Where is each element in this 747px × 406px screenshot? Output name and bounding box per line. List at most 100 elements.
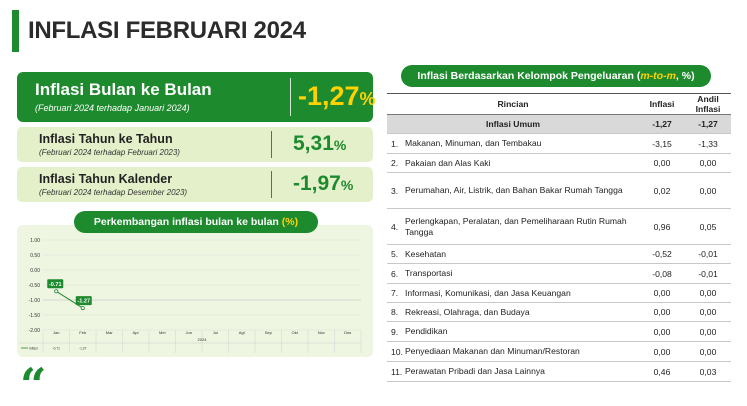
row-label: Perlengkapan, Peralatan, dan Pemeliharaa…: [402, 208, 639, 245]
x-tick-label: Apr: [133, 330, 140, 335]
table-row: 3. Perumahan, Air, Listrik, dan Bahan Bak…: [387, 172, 731, 209]
row-number: 9.: [387, 321, 403, 342]
data-label-box: [47, 279, 64, 289]
y-tick-label: 0.00: [30, 268, 40, 274]
yoy-value: 5,31%: [293, 132, 346, 156]
page-title: INFLASI FEBRUARI 2024: [28, 17, 306, 44]
mtm-inflation-card: Inflasi Bulan ke Bulan (Februari 2024 te…: [17, 72, 376, 122]
table-row: 8. Rekreasi, Olahraga, dan Budaya 0,00 0,00: [387, 302, 731, 322]
header-inflasi: Inflasi: [639, 93, 685, 115]
total-andil: -1,27: [685, 114, 731, 134]
row-andil: 0,05: [685, 208, 731, 245]
row-inflasi: -3,15: [639, 133, 685, 154]
table-row: 9. Pendidikan 0,00 0,00: [387, 321, 731, 342]
title-accent-bar: [12, 10, 19, 52]
row-andil: 0,03: [685, 361, 731, 382]
x-year-label: 2024: [198, 337, 208, 342]
chart-title-unit: (%): [281, 216, 299, 228]
mtm-sub: (Februari 2024 terhadap Januari 2024): [35, 103, 190, 113]
ytd-inflation-card: Inflasi Tahun Kalender (Februari 2024 te…: [17, 167, 373, 202]
row-label: Rekreasi, Olahraga, dan Budaya: [402, 302, 639, 322]
row-inflasi: 0,00: [639, 283, 685, 303]
row-inflasi: 0,00: [639, 341, 685, 362]
chart-background: [17, 225, 373, 357]
mtm-value-unit: %: [359, 89, 376, 109]
table-row: 2. Pakaian dan Alas Kaki 0,00 0,00: [387, 153, 731, 173]
x-tick-label: Mar: [106, 330, 114, 335]
x-tick-label: Nov: [318, 330, 325, 335]
data-point: [54, 289, 59, 294]
ytd-value-number: -1,97: [293, 172, 341, 195]
yoy-sub: (Februari 2024 terhadap Februari 2023): [39, 148, 180, 157]
quote-icon: “: [20, 358, 47, 406]
ytd-divider: [271, 171, 272, 198]
row-label: Perawatan Pribadi dan Jasa Lainnya: [402, 361, 639, 382]
row-inflasi: 0,02: [639, 172, 685, 209]
row-label: Kesehatan: [402, 244, 639, 264]
x-tick-label: Jul: [213, 330, 218, 335]
data-label: -1.27: [77, 299, 90, 305]
series-line: [55, 290, 84, 309]
row-andil: 0,00: [685, 283, 731, 303]
header-rincian: Rincian: [387, 93, 639, 115]
table-row: 6. Transportasi -0,08 -0,01: [387, 263, 731, 284]
yoy-label: Inflasi Tahun ke Tahun: [39, 132, 173, 146]
ytd-label: Inflasi Tahun Kalender: [39, 172, 173, 186]
x-tick-label: Jan: [53, 330, 59, 335]
table-title-unit-em: m-to-m: [640, 70, 676, 82]
row-andil: -0,01: [685, 263, 731, 284]
mtm-value-number: -1,27: [298, 81, 360, 111]
row-label: Perumahan, Air, Listrik, dan Bahan Bakar…: [402, 172, 639, 209]
row-label: Informasi, Komunikasi, dan Jasa Keuangan: [402, 283, 639, 303]
header-andil: Andil Inflasi: [685, 93, 731, 115]
table-row: 10. Penyediaan Makanan dan Minuman/Restor…: [387, 341, 731, 362]
row-number: 5.: [387, 244, 403, 264]
y-tick-label: -0.50: [29, 283, 41, 289]
row-number: 2.: [387, 153, 403, 173]
row-inflasi: 0,00: [639, 302, 685, 322]
y-tick-label: 1.00: [30, 238, 40, 244]
table-row: 1. Makanan, Minuman, dan Tembakau -3,15 -1,…: [387, 133, 731, 154]
row-label: Pakaian dan Alas Kaki: [402, 153, 639, 173]
table-row-total: Inflasi Umum -1,27 -1,27: [387, 114, 731, 134]
row-label: Makanan, Minuman, dan Tembakau: [402, 133, 639, 154]
row-inflasi: -0,52: [639, 244, 685, 264]
row-andil: 0,00: [685, 153, 731, 173]
ytd-value-unit: %: [340, 177, 354, 193]
data-table-value: -0.71: [52, 346, 60, 350]
chart-title: Perkembangan inflasi bulan ke bulan (%): [74, 211, 318, 233]
table-row: 5. Kesehatan -0,52 -0,01: [387, 244, 731, 264]
row-andil: 0,00: [685, 302, 731, 322]
row-label: Penyediaan Makanan dan Minuman/Restoran: [402, 341, 639, 362]
row-inflasi: 0,00: [639, 153, 685, 173]
row-inflasi: -0,08: [639, 263, 685, 284]
table-row: 4. Perlengkapan, Peralatan, dan Pemelihar…: [387, 208, 731, 245]
table-title-text: Inflasi Berdasarkan Kelompok Pengeluaran: [417, 70, 634, 82]
row-inflasi: 0,96: [639, 208, 685, 245]
x-tick-label: Des: [344, 330, 351, 335]
x-tick-label: Feb: [79, 330, 87, 335]
yoy-value-unit: %: [333, 137, 347, 153]
row-andil: -0,01: [685, 244, 731, 264]
x-tick-label: Mei: [159, 330, 166, 335]
row-number: 3.: [387, 172, 403, 209]
row-andil: -1,33: [685, 133, 731, 154]
row-number: 4.: [387, 208, 403, 245]
ytd-value: -1,97%: [293, 172, 353, 196]
table-row: 11. Perawatan Pribadi dan Jasa Lainnya 0,4…: [387, 361, 731, 382]
data-point: [80, 306, 85, 311]
row-andil: 0,00: [685, 321, 731, 342]
row-andil: 0,00: [685, 341, 731, 362]
data-table-value: -1.27: [79, 346, 87, 350]
data-label-box: [75, 296, 92, 306]
legend-label: Inflasi: [29, 346, 38, 350]
mtm-value: -1,27%: [298, 81, 376, 112]
row-number: 6.: [387, 263, 403, 284]
x-tick-label: Jun: [186, 330, 192, 335]
row-number: 7.: [387, 283, 403, 303]
table-title-unit-open: (: [636, 70, 641, 82]
y-tick-label: -1.00: [29, 298, 41, 304]
ytd-sub: (Februari 2024 terhadap Desember 2023): [39, 188, 188, 197]
row-inflasi: 0,46: [639, 361, 685, 382]
row-number: 10.: [387, 341, 403, 362]
